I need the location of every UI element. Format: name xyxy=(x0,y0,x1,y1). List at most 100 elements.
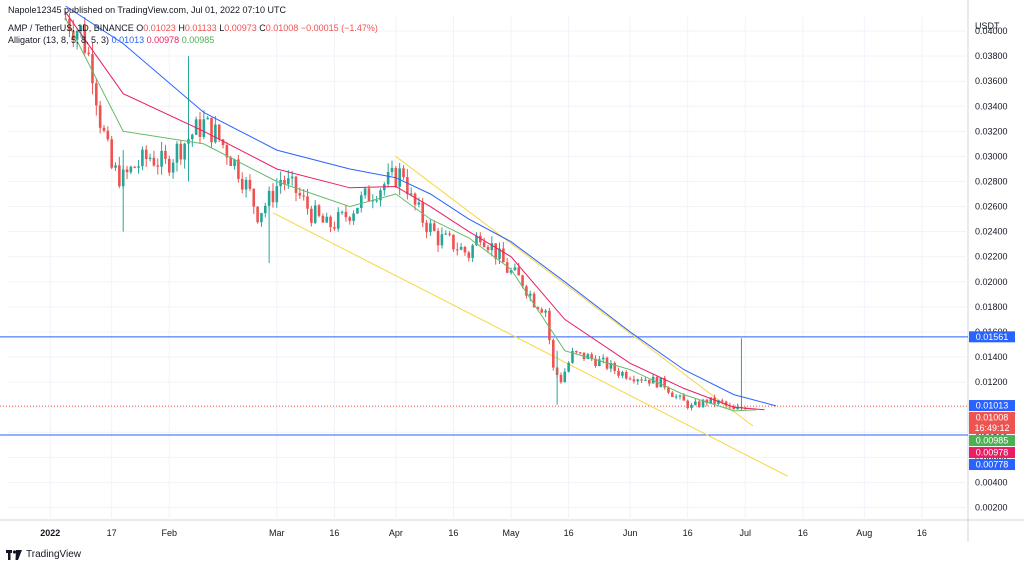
candle-body xyxy=(333,227,336,229)
price-tag-label: 0.01008 xyxy=(976,413,1009,423)
candle-body xyxy=(440,234,444,246)
candle-body xyxy=(551,340,555,368)
indicator-line[interactable]: Alligator (13, 8, 5, 8, 5, 3) 0.01013 0.… xyxy=(8,35,214,45)
candle-body xyxy=(260,213,263,223)
candle-body xyxy=(621,371,624,376)
candle-body xyxy=(256,206,259,223)
symbol-label: AMP / TetherUS, 1D, BINANCE xyxy=(8,23,134,33)
candle-body xyxy=(390,167,394,172)
candle-body xyxy=(398,168,401,187)
candle-body xyxy=(325,216,329,223)
candle-body xyxy=(425,222,428,232)
candle-body xyxy=(601,357,605,360)
close-value: 0.01008 xyxy=(265,23,299,33)
candle-body xyxy=(313,205,317,223)
teeth-value: 0.00978 xyxy=(146,35,180,45)
candle-body xyxy=(252,188,256,207)
candle-body xyxy=(471,245,474,258)
candle-body xyxy=(302,195,305,197)
candle-body xyxy=(271,190,275,203)
candle-body xyxy=(367,188,371,202)
candle-body xyxy=(409,193,413,195)
candle-body xyxy=(578,352,582,354)
candle-body xyxy=(594,358,597,366)
candle-body xyxy=(79,25,83,32)
candle-body xyxy=(486,246,490,251)
candle-body xyxy=(386,171,390,185)
candle-body xyxy=(644,379,647,381)
price-tag xyxy=(969,412,1015,435)
candle-body xyxy=(459,246,463,250)
x-tick-label: Mar xyxy=(269,528,285,538)
candle-body xyxy=(402,168,405,178)
candle-body xyxy=(375,200,378,202)
low-value: 0.00973 xyxy=(224,23,257,33)
candle-body xyxy=(690,404,693,408)
candle-body xyxy=(233,159,236,166)
candle-body xyxy=(624,371,628,379)
candle-body xyxy=(509,270,513,273)
candle-body xyxy=(148,157,152,160)
price-tag-label: 0.00985 xyxy=(976,436,1009,446)
x-tick-label: Jun xyxy=(623,528,638,538)
candle-body xyxy=(532,293,536,308)
candle-body xyxy=(659,378,663,388)
candle-body xyxy=(467,252,471,258)
candle-body xyxy=(237,159,240,179)
candle-body xyxy=(164,150,167,159)
x-tick-label: 16 xyxy=(564,528,574,538)
y-tick-label: 0.00200 xyxy=(975,502,1008,512)
candle-body xyxy=(229,157,233,166)
y-tick-label: 0.01800 xyxy=(975,302,1008,312)
price-tag xyxy=(969,435,1015,447)
y-tick-label: 0.00400 xyxy=(975,477,1008,487)
candle-body xyxy=(548,310,551,341)
x-tick-label: Apr xyxy=(389,528,403,538)
candle-body xyxy=(141,149,144,167)
candle-body xyxy=(317,205,321,216)
candle-body xyxy=(106,130,110,140)
x-tick-label: Jul xyxy=(740,528,752,538)
candle-body xyxy=(413,193,417,205)
candle-body xyxy=(217,124,221,140)
candle-body xyxy=(221,139,225,146)
indicator-name: Alligator (13, 8, 5, 8, 5, 3) xyxy=(8,35,110,45)
y-tick-label: 0.02200 xyxy=(975,252,1008,262)
candle-body xyxy=(490,243,494,251)
y-tick-label: 0.03600 xyxy=(975,76,1008,86)
open-value: 0.01023 xyxy=(143,23,176,33)
candle-body xyxy=(571,351,574,363)
candle-body xyxy=(525,286,528,296)
candle-body xyxy=(133,166,137,168)
candle-body xyxy=(432,223,436,231)
y-tick-label: 0.03200 xyxy=(975,126,1008,136)
candle-body xyxy=(505,262,509,273)
candle-body xyxy=(137,166,140,168)
candle-body xyxy=(417,202,421,205)
candle-body xyxy=(290,176,294,179)
tradingview-footer[interactable]: TradingView xyxy=(6,549,81,560)
x-tick-label: Aug xyxy=(856,528,872,538)
price-tag-countdown: 16:49:12 xyxy=(974,423,1009,433)
candle-body xyxy=(287,178,290,185)
candle-body xyxy=(720,400,724,402)
candle-body xyxy=(709,397,713,404)
change-value: −0.00015 (−1.47%) xyxy=(300,23,378,33)
candle-body xyxy=(114,165,117,168)
currency-label: USDT xyxy=(975,21,1000,31)
price-tag-label: 0.00978 xyxy=(976,448,1009,458)
candle-body xyxy=(482,242,486,247)
publisher-line: Napole12345 published on TradingView.com… xyxy=(8,5,287,15)
candle-body xyxy=(310,208,313,223)
candle-body xyxy=(667,387,670,393)
candle-body xyxy=(494,243,497,259)
ohlc-line: AMP / TetherUS, 1D, BINANCE O0.01023 H0.… xyxy=(8,23,378,33)
candle-body xyxy=(87,52,90,55)
candle-body xyxy=(294,176,298,193)
candle-body xyxy=(152,157,156,166)
candle-body xyxy=(724,401,728,406)
candle-body xyxy=(359,195,363,208)
y-tick-label: 0.02400 xyxy=(975,227,1008,237)
